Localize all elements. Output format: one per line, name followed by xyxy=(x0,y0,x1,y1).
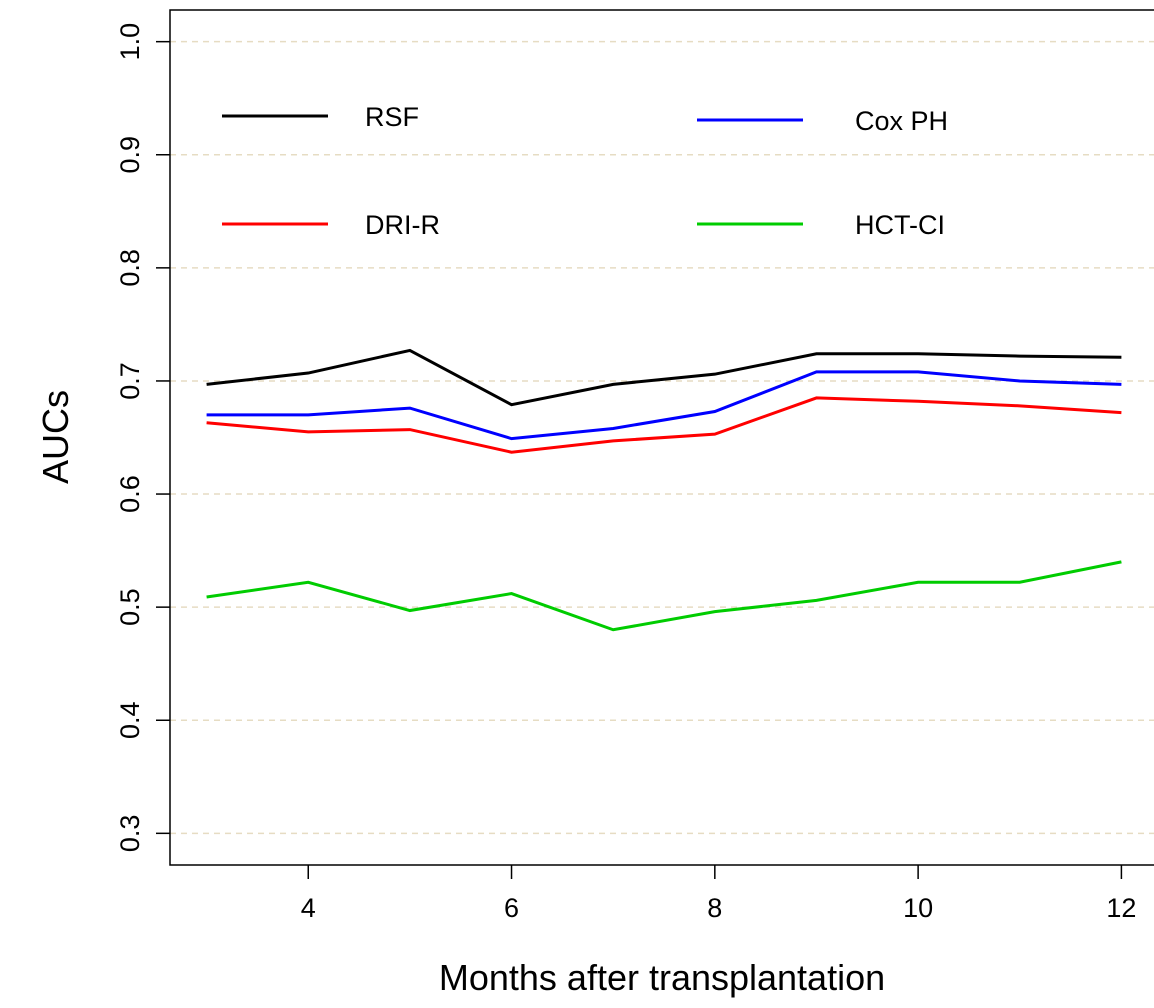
x-axis-title: Months after transplantation xyxy=(439,957,885,998)
data-line xyxy=(206,370,1122,441)
y-tick-label: 0.6 xyxy=(115,475,145,513)
legend-label: HCT-CI xyxy=(855,210,945,240)
data-line xyxy=(206,396,1122,454)
x-tick-label: 8 xyxy=(707,893,722,923)
x-tick-label: 10 xyxy=(903,893,933,923)
legend-label: RSF xyxy=(365,102,419,132)
y-tick-label: 1.0 xyxy=(115,23,145,61)
y-tick-label: 0.5 xyxy=(115,588,145,626)
y-axis-title: AUCs xyxy=(35,390,76,484)
x-tick-label: 4 xyxy=(301,893,316,923)
data-line xyxy=(206,348,1122,407)
legend-label: Cox PH xyxy=(855,106,948,136)
y-tick-label: 0.7 xyxy=(115,362,145,400)
y-tick-label: 0.4 xyxy=(115,701,145,739)
plot-frame xyxy=(169,9,1154,866)
x-tick-label: 12 xyxy=(1106,893,1136,923)
y-tick-label: 0.8 xyxy=(115,249,145,287)
x-tick-label: 6 xyxy=(504,893,519,923)
y-tick-label: 0.3 xyxy=(115,815,145,853)
data-line xyxy=(206,560,1122,632)
legend-label: DRI-R xyxy=(365,210,440,240)
y-tick-label: 0.9 xyxy=(115,136,145,174)
